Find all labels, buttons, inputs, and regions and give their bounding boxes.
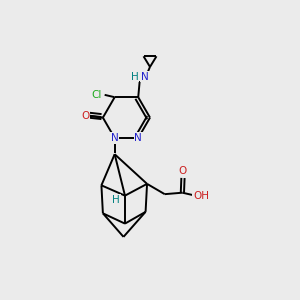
Text: OH: OH (193, 190, 209, 201)
Text: N: N (111, 133, 119, 143)
Text: N: N (141, 72, 149, 82)
Text: O: O (81, 111, 89, 121)
Text: H: H (112, 195, 120, 205)
Text: Cl: Cl (91, 90, 102, 100)
Text: O: O (179, 167, 187, 176)
Text: H: H (130, 72, 138, 82)
Text: N: N (134, 133, 142, 143)
